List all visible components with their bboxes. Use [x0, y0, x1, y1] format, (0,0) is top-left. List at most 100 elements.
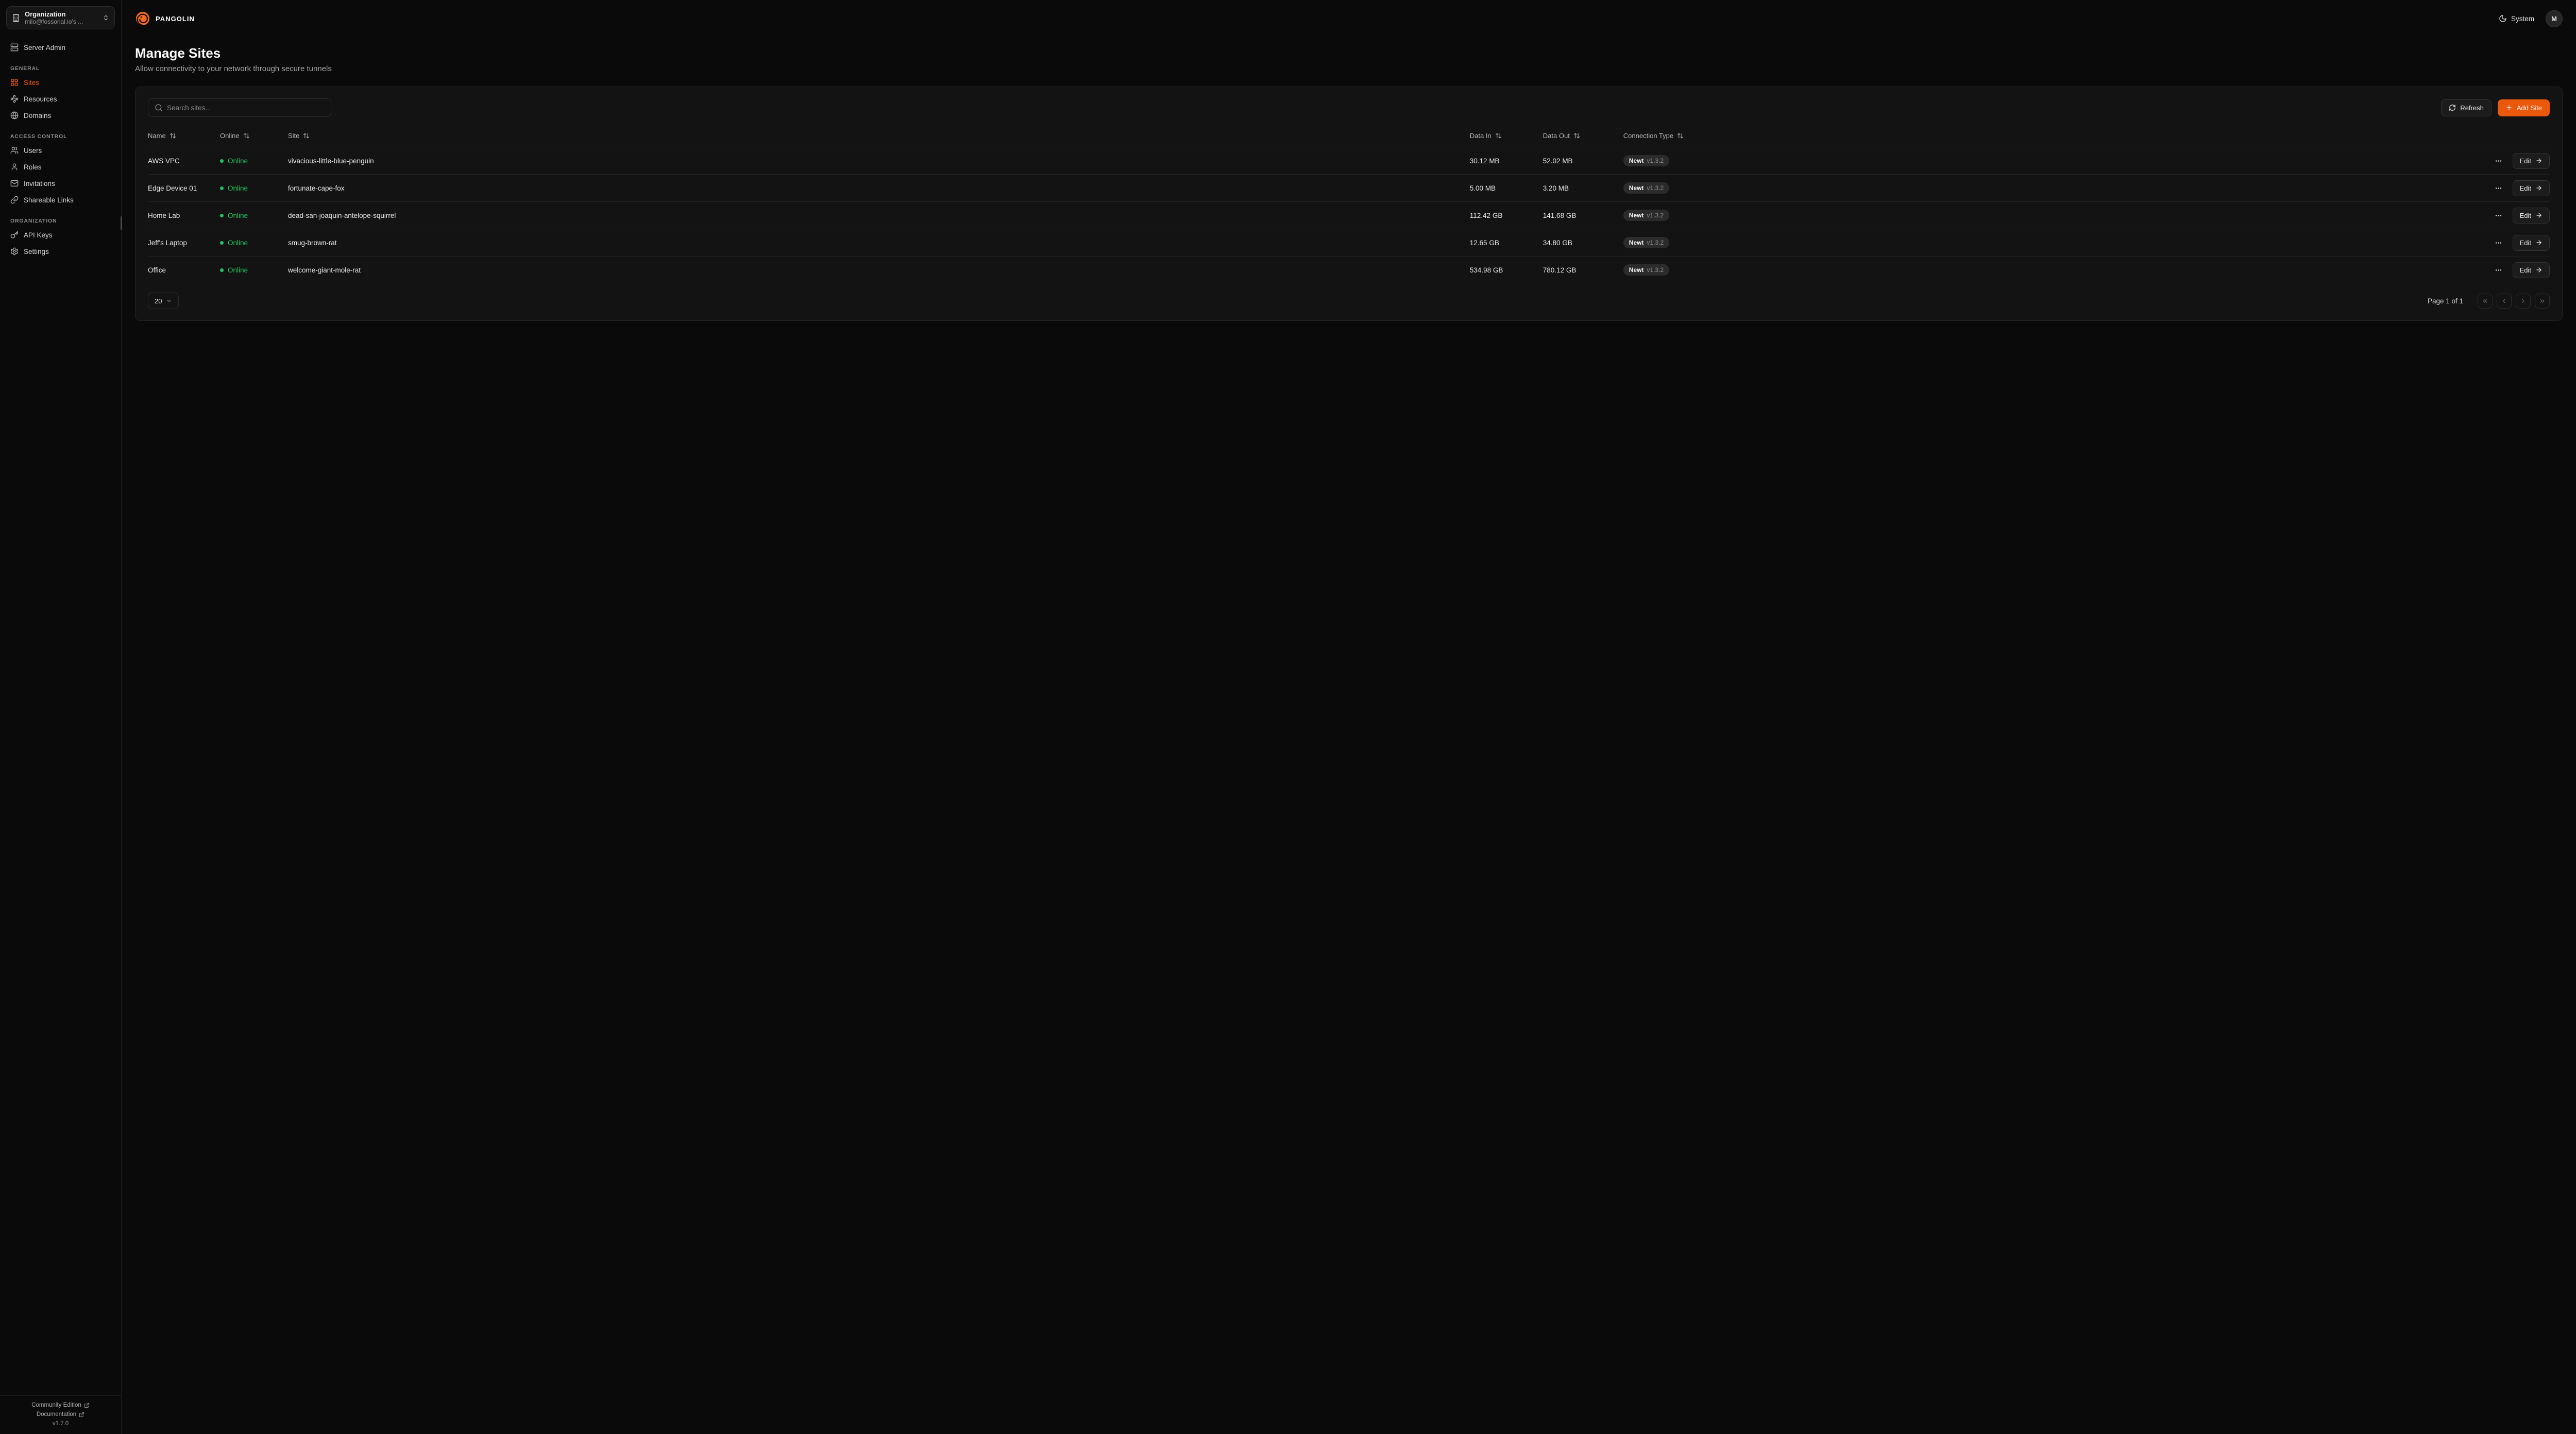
site-name: Office	[148, 266, 166, 274]
last-page-button[interactable]	[2535, 293, 2550, 309]
sidebar-item-label: Server Admin	[24, 43, 66, 52]
column-header-data-in[interactable]: Data In	[1470, 132, 1502, 140]
users-icon	[10, 146, 19, 155]
connection-type-badge: Newt v1.3.2	[1623, 210, 1670, 221]
external-link-icon	[84, 1403, 90, 1408]
arrow-right-icon	[2535, 239, 2543, 246]
edit-button[interactable]: Edit	[2512, 152, 2550, 169]
ellipsis-icon	[2495, 266, 2502, 274]
moon-icon	[2499, 14, 2507, 23]
main-area: PANGOLIN System M Manage Sites Allow con…	[122, 0, 2576, 1434]
row-menu-button[interactable]	[2493, 210, 2504, 221]
next-page-button[interactable]	[2516, 293, 2531, 309]
row-menu-button[interactable]	[2493, 182, 2504, 194]
sites-card: Refresh Add Site Name O	[135, 87, 2563, 321]
first-page-button[interactable]	[2478, 293, 2493, 309]
connection-type-badge: Newt v1.3.2	[1623, 264, 1670, 276]
site-name: Home Lab	[148, 211, 180, 219]
refresh-button[interactable]: Refresh	[2441, 99, 2492, 116]
row-menu-button[interactable]	[2493, 155, 2504, 167]
column-header-online[interactable]: Online	[220, 132, 250, 140]
page-info: Page 1 of 1	[2427, 297, 2463, 305]
sites-toolbar: Refresh Add Site	[148, 98, 2550, 117]
sort-icon	[303, 132, 310, 139]
table-row: AWS VPC Online vivacious-little-blue-pen…	[148, 147, 2550, 174]
section-label-general: GENERAL	[10, 65, 40, 72]
add-site-label: Add Site	[2516, 104, 2542, 112]
sidebar-item-label: API Keys	[24, 231, 53, 239]
topbar-right: System M	[2499, 10, 2563, 27]
add-site-button[interactable]: Add Site	[2497, 99, 2550, 116]
documentation-link[interactable]: Documentation	[37, 1411, 84, 1418]
sort-icon	[170, 132, 176, 139]
column-header-connection-type[interactable]: Connection Type	[1623, 132, 1684, 140]
sidebar-item-shareable-links[interactable]: Shareable Links	[6, 192, 115, 208]
column-header-data-out[interactable]: Data Out	[1543, 132, 1580, 140]
org-picker-value: milo@fossorial.io's ...	[25, 18, 83, 25]
org-picker[interactable]: Organization milo@fossorial.io's ...	[6, 6, 115, 29]
connection-type-badge: Newt v1.3.2	[1623, 237, 1670, 248]
ellipsis-icon	[2495, 157, 2502, 165]
sidebar-item-server-admin[interactable]: Server Admin	[6, 40, 115, 55]
arrow-right-icon	[2535, 266, 2543, 274]
edit-button[interactable]: Edit	[2512, 262, 2550, 278]
connection-type-badge: Newt v1.3.2	[1623, 182, 1670, 194]
community-edition-link[interactable]: Community Edition	[31, 1402, 90, 1408]
sidebar-item-label: Resources	[24, 95, 57, 103]
sidebar-item-label: Domains	[24, 111, 52, 120]
user-icon	[10, 163, 19, 171]
search-input[interactable]	[167, 104, 325, 112]
page-title: Manage Sites	[135, 45, 221, 61]
edit-button[interactable]: Edit	[2512, 207, 2550, 224]
prev-page-button[interactable]	[2497, 293, 2512, 309]
avatar[interactable]: M	[2546, 10, 2563, 27]
sidebar-item-invitations[interactable]: Invitations	[6, 176, 115, 191]
data-out: 3.20 MB	[1543, 184, 1569, 192]
sidebar-resize-handle[interactable]	[121, 216, 122, 230]
site-slug: vivacious-little-blue-penguin	[288, 157, 374, 165]
grid-icon	[10, 78, 19, 87]
sort-icon	[1573, 132, 1580, 139]
sidebar-item-resources[interactable]: Resources	[6, 91, 115, 107]
sidebar-item-users[interactable]: Users	[6, 143, 115, 158]
data-in: 5.00 MB	[1469, 184, 1496, 192]
arrow-right-icon	[2535, 212, 2543, 219]
sort-icon	[1677, 132, 1684, 139]
version-label: v1.7.0	[52, 1421, 69, 1427]
online-status: Online	[220, 239, 288, 247]
row-menu-button[interactable]	[2493, 237, 2504, 249]
sort-icon	[243, 132, 250, 139]
table-row: Office Online welcome-giant-mole-rat 534…	[148, 256, 2550, 283]
plus-icon	[2505, 104, 2513, 111]
link-icon	[10, 196, 19, 204]
server-icon	[10, 43, 19, 52]
column-header-name[interactable]: Name	[148, 132, 176, 140]
sidebar-item-sites[interactable]: Sites	[6, 75, 115, 90]
pangolin-logo	[135, 11, 150, 26]
brand[interactable]: PANGOLIN	[135, 11, 195, 26]
row-menu-button[interactable]	[2493, 264, 2504, 276]
sidebar-footer: Community Edition Documentation v1.7.0	[0, 1395, 121, 1434]
sidebar-item-api-keys[interactable]: API Keys	[6, 227, 115, 243]
pagination: Page 1 of 1	[2427, 293, 2550, 309]
sidebar-item-settings[interactable]: Settings	[6, 244, 115, 259]
sidebar-item-label: Users	[24, 146, 42, 155]
sidebar-nav: Server Admin GENERAL Sites Resources Dom…	[0, 36, 121, 1395]
edit-button[interactable]: Edit	[2512, 234, 2550, 251]
sidebar-item-domains[interactable]: Domains	[6, 108, 115, 123]
brand-name: PANGOLIN	[156, 14, 195, 23]
data-out: 141.68 GB	[1543, 211, 1577, 219]
page-subtitle: Allow connectivity to your network throu…	[135, 64, 332, 73]
site-slug: dead-san-joaquin-antelope-squirrel	[288, 211, 396, 219]
chevron-down-icon	[166, 298, 172, 304]
page-size-select[interactable]: 20	[148, 293, 179, 309]
column-header-site[interactable]: Site	[288, 132, 310, 140]
connection-type-badge: Newt v1.3.2	[1623, 155, 1670, 166]
chevrons-up-down-icon	[103, 14, 109, 21]
page-content: Manage Sites Allow connectivity to your …	[122, 37, 2576, 342]
sidebar-item-label: Sites	[24, 78, 40, 87]
sidebar-item-roles[interactable]: Roles	[6, 159, 115, 175]
edit-button[interactable]: Edit	[2512, 180, 2550, 196]
theme-toggle[interactable]: System	[2499, 14, 2534, 23]
data-in: 12.65 GB	[1469, 238, 1499, 247]
